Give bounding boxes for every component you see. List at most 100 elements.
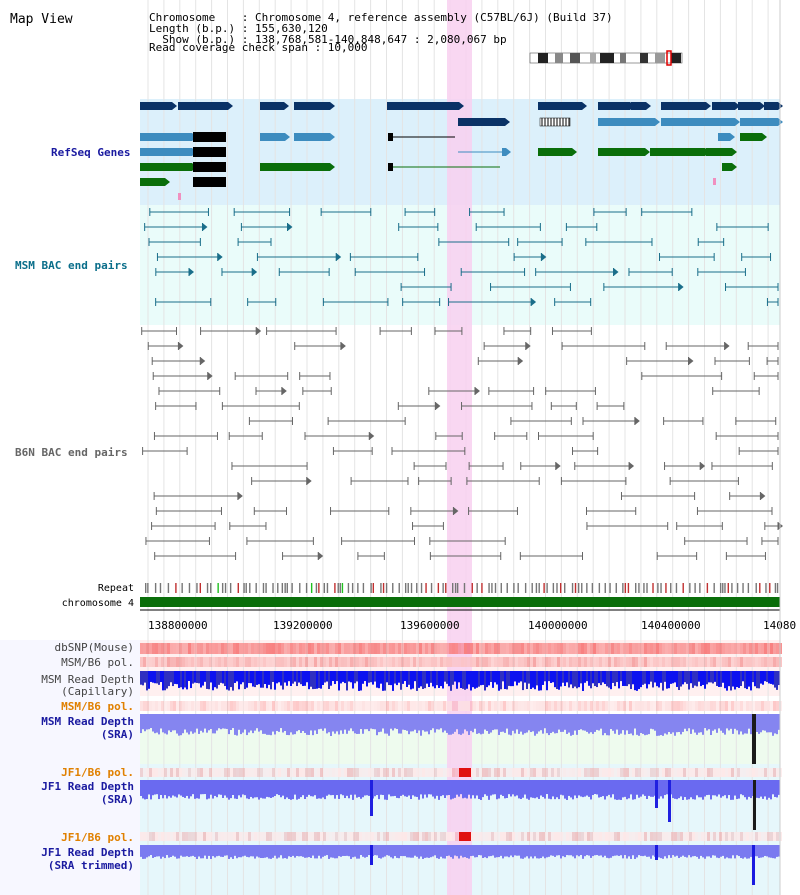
depth-bar (434, 780, 436, 799)
heat-cell (764, 768, 767, 777)
depth-bar (450, 780, 452, 800)
gene-exon-block (193, 177, 226, 187)
depth-bar (230, 671, 232, 688)
heat-cell (602, 643, 605, 654)
msm-bac-track[interactable] (144, 208, 779, 306)
chromosome-ideogram[interactable] (529, 50, 683, 66)
heat-cell (152, 657, 155, 667)
chromosome-bar[interactable] (140, 597, 780, 607)
depth-bar (760, 845, 762, 858)
heat-cell (734, 832, 737, 841)
depth-bar (414, 714, 416, 730)
depth-bar (734, 780, 736, 796)
heat-cell (611, 657, 614, 667)
repeat-element (196, 583, 198, 593)
depth-bar (626, 714, 628, 731)
depth-bar (570, 780, 572, 798)
heat-cell (323, 643, 326, 654)
depth-bar (464, 714, 466, 730)
heat-cell (695, 657, 698, 667)
depth-bar (308, 780, 310, 795)
depth-bar (424, 714, 426, 732)
depth-bar (332, 780, 334, 796)
depth-bar (770, 714, 772, 733)
repeat-element (524, 583, 527, 593)
depth-bar (220, 671, 222, 683)
heat-cell (155, 768, 158, 777)
heat-cell (629, 643, 632, 654)
depth-bar (472, 671, 474, 688)
depth-bar (572, 671, 574, 689)
heat-cell (476, 768, 479, 777)
heat-cell (710, 832, 713, 841)
selection-highlight[interactable] (447, 0, 472, 895)
heat-cell (302, 832, 305, 841)
depth-bar (402, 780, 404, 795)
depth-bar (208, 780, 210, 799)
heat-cell (182, 768, 185, 777)
heat-cell (716, 643, 719, 654)
heat-cell (509, 657, 512, 667)
depth-bar (270, 714, 272, 736)
heat-cell (230, 643, 233, 654)
depth-bar (162, 780, 164, 799)
heat-cell (335, 643, 338, 654)
heat-cell (473, 643, 476, 654)
refseq-genes-track[interactable] (140, 102, 783, 200)
depth-bar (322, 780, 324, 798)
bac-arrow (688, 357, 694, 365)
depth-bar (484, 845, 486, 858)
depth-bar (566, 845, 568, 856)
depth-bar (236, 671, 238, 682)
depth-bar (650, 671, 652, 682)
heat-cell (356, 701, 359, 711)
depth-bar (448, 714, 450, 735)
heat-cell (539, 768, 542, 777)
depth-bar (214, 671, 216, 688)
depth-bar (268, 671, 270, 685)
depth-bar (168, 671, 170, 687)
depth-bar (382, 780, 384, 796)
depth-bar (492, 845, 494, 856)
heat-cell (386, 768, 389, 777)
depth-bar (756, 671, 758, 689)
heat-cell (305, 832, 308, 841)
repeat-element (727, 583, 729, 593)
heat-cell (473, 657, 476, 667)
depth-bar (156, 780, 158, 795)
gene-arrow (735, 118, 740, 126)
gene-marker (713, 178, 716, 185)
depth-bar (636, 671, 638, 691)
depth-bar (262, 845, 264, 859)
heat-cell (395, 643, 398, 654)
repeat-element (154, 583, 157, 593)
coverage-tracks[interactable] (140, 643, 782, 885)
depth-bar (746, 845, 748, 859)
depth-bar (344, 714, 346, 730)
depth-bar (258, 714, 260, 732)
gene-bar (538, 102, 582, 110)
bac-arrow (678, 283, 684, 291)
gene-arrow (459, 102, 464, 110)
heat-cell (317, 701, 320, 711)
heat-cell (701, 701, 704, 711)
heat-cell (185, 657, 188, 667)
heat-cell (386, 832, 389, 841)
depth-bar (502, 845, 504, 859)
depth-bar (718, 714, 720, 729)
depth-bar (638, 671, 640, 690)
depth-bar (466, 714, 468, 732)
depth-bar (534, 845, 536, 857)
heat-cell (692, 701, 695, 711)
heat-cell (149, 768, 152, 777)
heat-cell (257, 643, 260, 654)
heat-cell (182, 643, 185, 654)
depth-bar (296, 714, 298, 732)
heat-cell (719, 657, 722, 667)
heat-cell (158, 643, 161, 654)
heat-cell (638, 643, 641, 654)
heat-cell (494, 768, 497, 777)
repeat-track[interactable] (145, 583, 779, 593)
heat-cell (425, 701, 428, 711)
heat-cell (194, 701, 197, 711)
